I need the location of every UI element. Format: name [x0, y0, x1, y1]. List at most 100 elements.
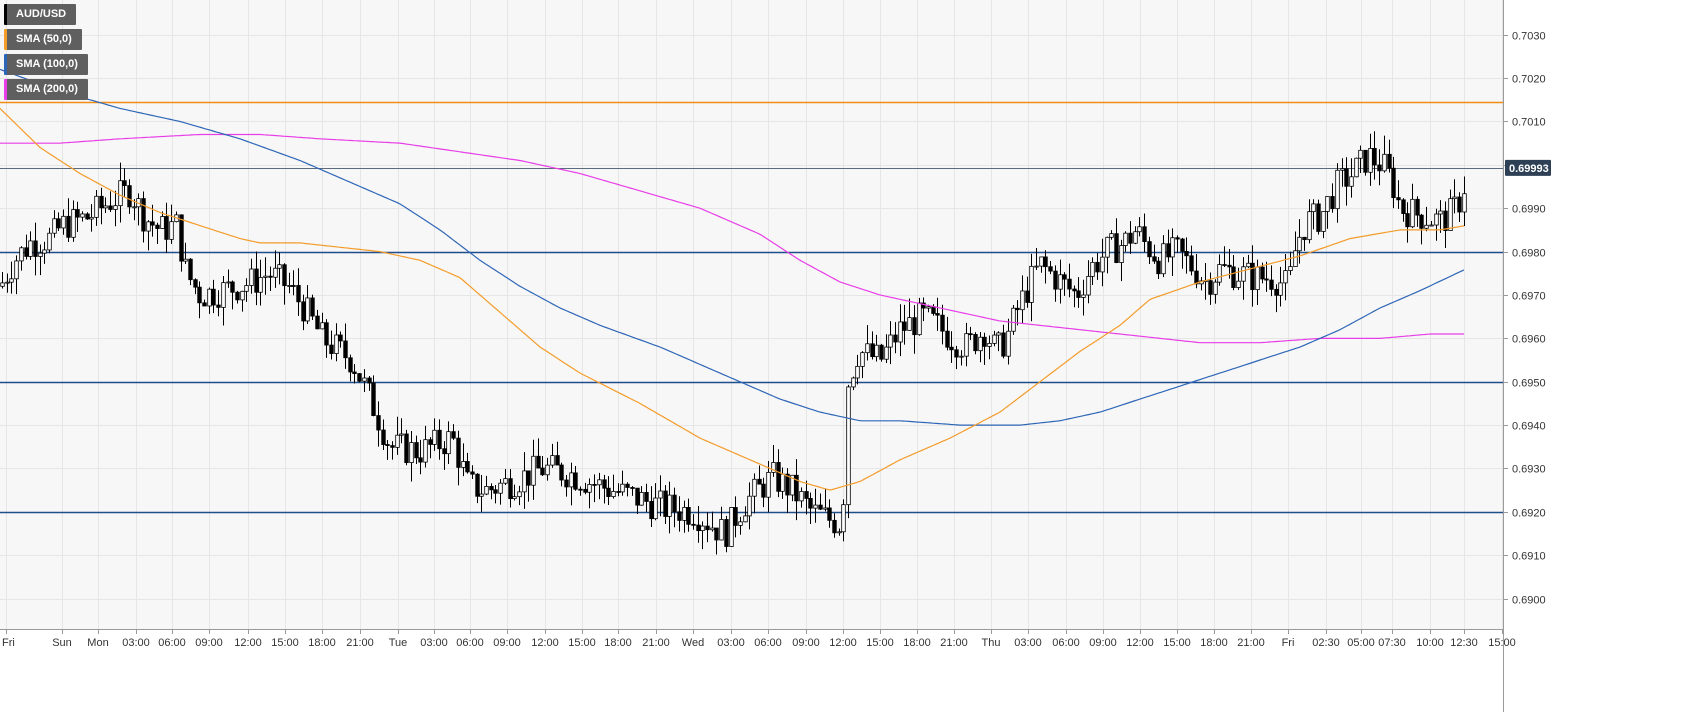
candle-down — [414, 442, 419, 459]
candle-down — [1387, 153, 1392, 169]
legend-audusd[interactable]: AUD/USD — [4, 4, 77, 25]
candle-down — [1344, 168, 1349, 187]
candle-down — [1152, 256, 1157, 262]
candle-up — [320, 322, 325, 330]
candle-down — [794, 474, 799, 502]
current-price-label: 0.69993 — [1509, 163, 1549, 175]
candle-up — [1133, 231, 1138, 244]
candle-up — [1170, 237, 1175, 258]
candle-down — [776, 462, 781, 492]
candle-down — [616, 491, 621, 493]
legend-sma-50[interactable]: SMA (50,0) — [4, 29, 82, 50]
candle-down — [489, 486, 494, 491]
candle-down — [1147, 241, 1152, 258]
candle-up — [1429, 224, 1434, 227]
candle-up — [1340, 168, 1345, 171]
candle-up — [1006, 330, 1011, 357]
candle-up — [653, 497, 658, 520]
candle-down — [188, 258, 193, 281]
candle-down — [893, 334, 898, 343]
candle-down — [879, 344, 884, 360]
candle-up — [1217, 264, 1222, 283]
legend-sma-100[interactable]: SMA (100,0) — [4, 54, 88, 75]
candle-up — [395, 434, 400, 448]
candle-up — [1434, 213, 1439, 226]
candle-down — [761, 483, 766, 498]
candle-up — [569, 472, 574, 488]
candle-up — [996, 332, 1001, 336]
candle-up — [1137, 226, 1142, 233]
candle-up — [522, 470, 527, 493]
candle-down — [301, 301, 306, 322]
candle-down — [85, 213, 90, 220]
candle-up — [1438, 210, 1443, 215]
candle-up — [479, 493, 484, 497]
candle-up — [277, 264, 282, 269]
candle-down — [1330, 196, 1335, 210]
candle-down — [470, 471, 475, 475]
candle-up — [28, 240, 33, 257]
candle-up — [851, 377, 856, 388]
candle-up — [1119, 245, 1124, 264]
candle-down — [705, 525, 710, 531]
candle-up — [743, 515, 748, 523]
candle-up — [221, 282, 226, 308]
x-tick-label: 15:00 — [271, 637, 299, 649]
candle-down — [56, 218, 61, 229]
candle-down — [475, 473, 480, 497]
candle-up — [837, 531, 842, 534]
candle-up — [841, 504, 846, 533]
candle-down — [310, 297, 315, 317]
candle-up — [1424, 224, 1429, 229]
candle-down — [329, 344, 334, 354]
candle-up — [1462, 193, 1467, 213]
candle-down — [1457, 196, 1462, 213]
candle-up — [964, 333, 969, 357]
candle-down — [940, 314, 945, 332]
x-tick-label: 03:00 — [717, 637, 745, 649]
candle-up — [263, 275, 268, 278]
candle-down — [1180, 238, 1185, 252]
legend-sma-200[interactable]: SMA (200,0) — [4, 79, 88, 100]
candle-up — [884, 346, 889, 360]
candle-down — [75, 209, 80, 218]
candle-down — [150, 221, 155, 226]
x-tick-label: 15:00 — [1488, 637, 1516, 649]
candle-down — [912, 317, 917, 336]
candle-down — [606, 487, 611, 497]
candle-up — [978, 336, 983, 352]
x-tick-label: 09:00 — [493, 637, 521, 649]
candle-up — [169, 221, 174, 240]
candle-down — [902, 321, 907, 331]
candle-down — [1227, 264, 1232, 268]
candle-up — [61, 215, 66, 229]
candle-down — [559, 464, 564, 481]
candle-down — [1250, 262, 1255, 291]
candle-down — [1194, 270, 1199, 285]
candle-down — [592, 484, 597, 486]
candle-down — [371, 382, 376, 416]
candle-up — [1161, 243, 1166, 275]
candle-up — [1382, 153, 1387, 172]
candle-down — [573, 472, 578, 490]
candle-down — [33, 240, 38, 257]
candle-down — [352, 371, 357, 374]
candle-down — [540, 467, 545, 476]
x-tick-label: 03:00 — [122, 637, 150, 649]
candle-down — [630, 487, 635, 489]
candle-down — [211, 288, 216, 306]
candle-up — [710, 527, 715, 531]
x-tick-label: 02:30 — [1312, 637, 1340, 649]
candle-up — [498, 482, 503, 494]
candle-up — [132, 206, 137, 209]
x-tick-label: 21:00 — [346, 637, 374, 649]
candle-up — [113, 205, 118, 210]
candle-up — [738, 521, 743, 526]
candle-up — [160, 216, 165, 229]
candle-down — [526, 470, 531, 486]
candle-down — [1269, 279, 1274, 290]
sma-100-line — [0, 68, 1465, 426]
candle-down — [1222, 264, 1227, 266]
candle-down — [437, 429, 442, 450]
